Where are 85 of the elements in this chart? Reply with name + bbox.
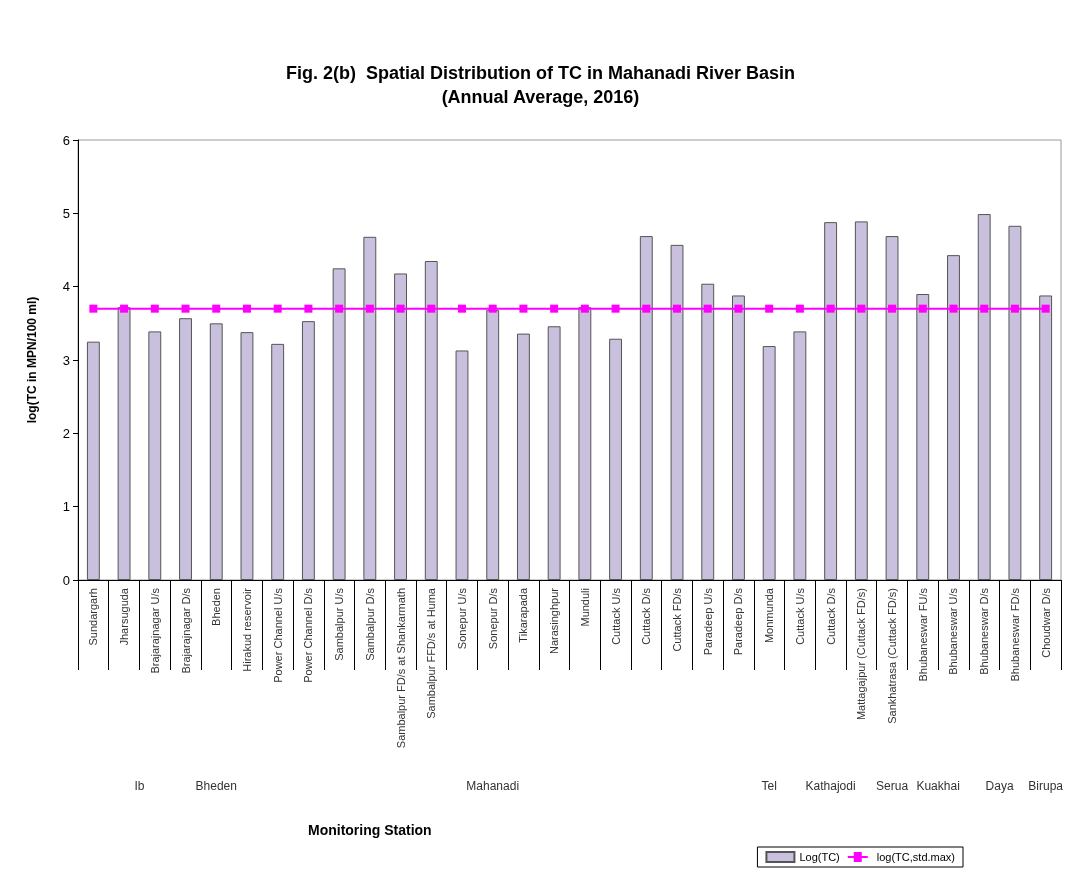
legend-label: log(TC,std.max) xyxy=(876,851,956,863)
text: Monitoring Station xyxy=(308,822,432,838)
x-tick-label: Jharsuguda xyxy=(118,587,131,646)
x-tick-label: Monmunda xyxy=(763,587,776,644)
x-tick-label: Hirakud reservoir xyxy=(240,587,253,672)
bar xyxy=(240,332,254,580)
x-tick-label: Cuttack D/s xyxy=(640,587,653,645)
x-tick-label: Bhubaneswar FU/s xyxy=(916,587,929,682)
x-tick-label: Bheden xyxy=(210,588,223,626)
x-tick-label: Power Channel U/s xyxy=(271,587,284,683)
y-tick-label: 6 xyxy=(62,132,70,148)
bar xyxy=(916,294,930,580)
legend-label: Log(TC) xyxy=(799,851,840,863)
bar xyxy=(578,307,592,580)
bar xyxy=(301,321,315,580)
x-tick-label: Sundargarh xyxy=(87,588,100,646)
bar xyxy=(394,273,407,580)
x-tick-label: Sambalpur FFD/s at Huma xyxy=(425,587,438,719)
x-tick-label: Sambalpur D/s xyxy=(363,587,376,661)
text: Daya xyxy=(985,779,1014,793)
bar xyxy=(117,307,131,580)
x-tick-label: Sambalpur U/s xyxy=(333,587,346,661)
bar xyxy=(148,331,162,580)
x-tick-label: Paradeep U/s xyxy=(701,587,714,656)
text: Tel xyxy=(761,779,777,793)
bar xyxy=(762,346,776,580)
x-tick-label: Cuttack U/s xyxy=(609,587,622,645)
bar xyxy=(1039,295,1053,580)
x-tick-label: Cuttack U/s xyxy=(793,587,806,645)
bar xyxy=(271,343,285,580)
x-tick-label: Sankhatrasa (Cuttack FD/s) xyxy=(886,588,899,724)
bar xyxy=(424,261,438,580)
y-tick-label: 0 xyxy=(62,572,70,588)
y-axis-title: log(TC in MPN/100 ml) xyxy=(25,296,39,424)
bar xyxy=(701,283,715,580)
x-tick-label: Power Channel D/s xyxy=(302,587,315,683)
y-tick-label: 3 xyxy=(62,352,70,368)
bar xyxy=(179,318,192,580)
bar xyxy=(670,244,684,580)
x-tick-label: Narasinghpur xyxy=(548,587,561,655)
x-tick-label: Paradeep D/s xyxy=(732,587,745,656)
bar xyxy=(332,268,346,580)
bar xyxy=(947,255,960,580)
bar xyxy=(86,341,100,580)
bar xyxy=(516,333,530,580)
bar xyxy=(885,236,899,580)
bar xyxy=(455,350,469,580)
x-tick-label: Bhubaneswar U/s xyxy=(947,587,960,675)
x-tick-label: Sonepur U/s xyxy=(455,587,468,650)
text: Serua xyxy=(876,779,909,793)
x-tick-label: Sambalpur FD/s at Shankarmath xyxy=(394,588,407,749)
x-tick-label: Brajarajnagar D/s xyxy=(179,587,192,674)
text: Mahanadi xyxy=(466,779,520,793)
x-tick-label: Choudwar D/s xyxy=(1039,587,1052,658)
text: Birupa xyxy=(1028,779,1064,793)
bar xyxy=(793,331,807,580)
bar xyxy=(824,222,838,580)
x-tick-label: Bhubaneswar FD/s xyxy=(1008,587,1021,682)
bar xyxy=(609,338,623,580)
text: Kuakhai xyxy=(916,779,960,793)
y-tick-label: 2 xyxy=(62,425,70,441)
x-tick-label: Bhubaneswar D/s xyxy=(978,587,991,675)
y-tick-label: 5 xyxy=(62,205,70,221)
x-tick-label: Tikarapada xyxy=(517,587,530,643)
bar xyxy=(209,323,223,580)
bar xyxy=(639,236,653,580)
bar xyxy=(854,221,868,580)
bar xyxy=(547,326,561,580)
chart-title: Fig. 2(b) Spatial Distribution of TC in Mahanadi River Basin (Annual Average, 2016) xyxy=(285,63,796,107)
bar xyxy=(486,310,500,580)
y-tick-label: 4 xyxy=(62,279,70,295)
bar xyxy=(977,214,991,580)
bar xyxy=(363,236,377,580)
x-tick-label: Brajarajnagar U/s xyxy=(148,587,161,674)
y-tick-label: 1 xyxy=(62,499,70,515)
x-tick-label: Munduli xyxy=(578,588,591,627)
x-tick-label: Cuttack D/s xyxy=(824,587,837,645)
text: Ib xyxy=(134,779,145,793)
x-tick-label: Sonepur D/s xyxy=(486,587,499,650)
text: Bheden xyxy=(195,779,237,793)
text: Kathajodi xyxy=(805,779,856,793)
x-tick-label: Mattagajpur (Cuttack FD/s) xyxy=(855,588,868,721)
bar xyxy=(732,295,745,580)
bar xyxy=(1008,225,1022,580)
x-tick-label: Cuttack FD/s xyxy=(671,587,684,652)
